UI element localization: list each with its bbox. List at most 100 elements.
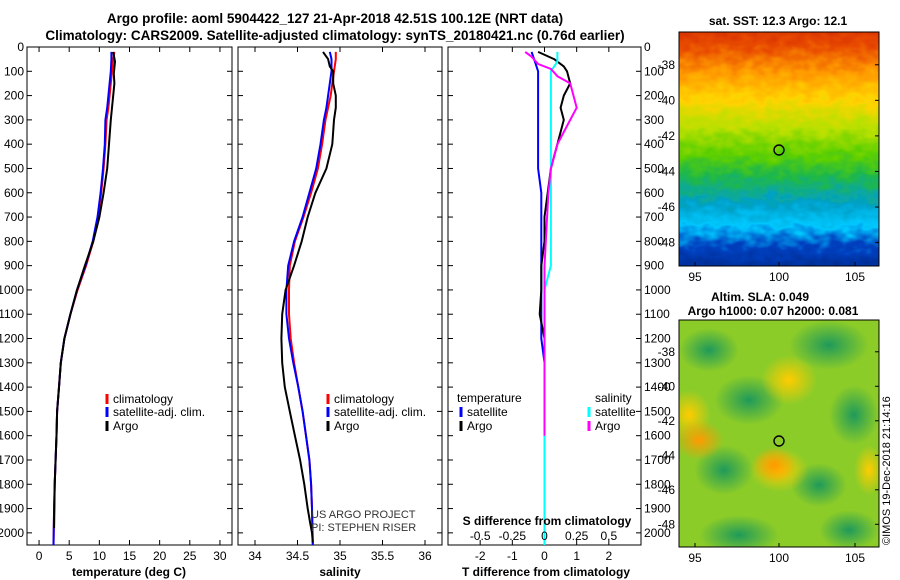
depth-tick-label: 900 xyxy=(4,259,24,273)
depth-tick-label-right: 800 xyxy=(644,234,664,248)
lat-tick-label: -44 xyxy=(658,448,676,462)
lat-tick-label: -42 xyxy=(658,129,676,143)
sla-heatmap xyxy=(679,320,879,547)
sla-map-title-1: Altim. SLA: 0.049 xyxy=(711,290,809,304)
sla-map-ticks: 95 100 105 -38 -40 -42 -44 -46 -48 xyxy=(658,345,879,565)
t-difference-axis-label: T difference from climatology xyxy=(462,565,630,579)
temperature-axis-label: temperature (deg C) xyxy=(72,565,186,579)
lat-tick-label: -42 xyxy=(658,414,676,428)
x-tick-label: 0 xyxy=(541,549,548,563)
depth-tick-label-right: 1400 xyxy=(644,380,671,394)
depth-tick-label: 1100 xyxy=(0,307,24,321)
depth-tick-label-right: 1200 xyxy=(644,332,671,346)
lat-tick-label: -48 xyxy=(658,517,676,531)
lon-tick-label: 95 xyxy=(688,551,702,565)
salinity-plot-frame xyxy=(237,46,443,546)
legend-label-satellite: satellite-adj. clim. xyxy=(334,405,426,419)
lat-tick-label: -40 xyxy=(658,93,676,107)
lat-tick-label: -46 xyxy=(658,483,676,497)
lon-tick-label: 100 xyxy=(769,270,789,284)
lat-tick-label: -46 xyxy=(658,200,676,214)
x-tick-label: -2 xyxy=(475,549,486,563)
sst-map: sat. SST: 12.3 Argo: 12.1 xyxy=(658,14,880,284)
temperature-legend: climatology satellite-adj. clim. Argo xyxy=(105,392,205,433)
depth-tick-label: 600 xyxy=(4,186,24,200)
depth-tick-label: 700 xyxy=(4,210,24,224)
lat-tick-label: -38 xyxy=(658,58,676,72)
x-tick-label: 5 xyxy=(66,549,73,563)
x-tick-label: 1 xyxy=(573,549,580,563)
depth-tick-label-right: 100 xyxy=(644,64,664,78)
depth-tick-label: 200 xyxy=(4,89,24,103)
s-tick-label: -0.5 xyxy=(470,529,491,543)
x-tick-label: 30 xyxy=(213,549,227,563)
temperature-plot-frame xyxy=(26,46,233,546)
annotation-project: US ARGO PROJECT xyxy=(311,509,416,521)
depth-tick-label-right: 1900 xyxy=(644,502,671,516)
legend-label-t-satellite: satellite xyxy=(467,405,508,419)
series-s-argo xyxy=(524,51,578,436)
lon-tick-label: 100 xyxy=(769,551,789,565)
legend-label-t-argo: Argo xyxy=(467,419,493,433)
sst-heatmap xyxy=(679,32,879,266)
salinity-series xyxy=(280,51,337,546)
legend-title-salinity: salinity xyxy=(595,391,632,405)
temperature-ticks: 0100200300400500600700800900100011001200… xyxy=(0,40,232,563)
difference-legend: temperature satellite Argo salinity sate… xyxy=(457,391,636,433)
imos-credit: ©IMOS 19-Dec-2018 21:14:16 xyxy=(881,396,893,545)
x-tick-label: 34 xyxy=(248,549,262,563)
depth-tick-label: 800 xyxy=(4,234,24,248)
x-tick-label: 34.5 xyxy=(286,549,310,563)
series-argo xyxy=(280,51,337,543)
depth-tick-label: 100 xyxy=(4,64,24,78)
s-difference-ticks: -0.5 -0.25 0 0.25 0.5 xyxy=(470,529,618,543)
depth-tick-label-right: 200 xyxy=(644,89,664,103)
depth-tick-label-right: 600 xyxy=(644,186,664,200)
depth-tick-label: 1200 xyxy=(0,332,24,346)
sst-map-title: sat. SST: 12.3 Argo: 12.1 xyxy=(709,14,848,28)
depth-tick-label: 1900 xyxy=(0,502,24,516)
depth-tick-label: 300 xyxy=(4,113,24,127)
lat-tick-label: -40 xyxy=(658,379,676,393)
sst-argo-location-marker xyxy=(773,144,785,156)
depth-tick-label: 0 xyxy=(17,40,24,54)
temperature-series xyxy=(52,51,116,546)
sla-argo-location-marker xyxy=(773,435,785,447)
x-tick-label: 0 xyxy=(36,549,43,563)
legend-label-climatology: climatology xyxy=(113,392,173,406)
depth-tick-label: 1600 xyxy=(0,429,24,443)
difference-series xyxy=(524,50,578,545)
series-satellite-adj-clim- xyxy=(285,51,333,546)
depth-tick-label-right: 1500 xyxy=(644,404,671,418)
depth-tick-label: 1700 xyxy=(0,453,24,467)
x-tick-label: 2 xyxy=(605,549,612,563)
figure-title-line1: Argo profile: aoml 5904422_127 21-Apr-20… xyxy=(106,11,564,26)
s-tick-label: -0.25 xyxy=(499,529,527,543)
difference-ticks: 0100200300400500600700800900100011001200… xyxy=(448,40,671,563)
difference-panel: 0100200300400500600700800900100011001200… xyxy=(447,40,671,579)
depth-tick-label: 1500 xyxy=(0,404,24,418)
temperature-panel: 0100200300400500600700800900100011001200… xyxy=(0,40,233,579)
x-tick-label: 15 xyxy=(123,549,137,563)
s-difference-axis-label: S difference from climatology xyxy=(463,514,632,528)
legend-label-climatology: climatology xyxy=(334,392,394,406)
depth-tick-label-right: 900 xyxy=(644,259,664,273)
depth-tick-label-right: 1000 xyxy=(644,283,671,297)
sla-map: Altim. SLA: 0.049 Argo h1000: 0.07 h2000… xyxy=(658,290,880,565)
x-tick-label: 25 xyxy=(183,549,197,563)
depth-tick-label-right: 500 xyxy=(644,161,664,175)
x-tick-label: -1 xyxy=(507,549,518,563)
depth-tick-label: 500 xyxy=(4,161,24,175)
depth-tick-label-right: 1100 xyxy=(644,307,670,321)
lon-tick-label: 105 xyxy=(845,551,865,565)
x-tick-label: 36 xyxy=(418,549,432,563)
depth-tick-label: 1000 xyxy=(0,283,24,297)
s-tick-label: 0.25 xyxy=(565,529,589,543)
series-argo xyxy=(53,51,116,529)
legend-label-s-argo: Argo xyxy=(595,419,621,433)
depth-tick-label-right: 0 xyxy=(644,40,651,54)
salinity-panel: 34 34.5 35 35.5 36 climatology satellite-adj… xyxy=(237,46,443,579)
depth-tick-label: 1300 xyxy=(0,356,24,370)
depth-tick-label-right: 1300 xyxy=(644,356,671,370)
